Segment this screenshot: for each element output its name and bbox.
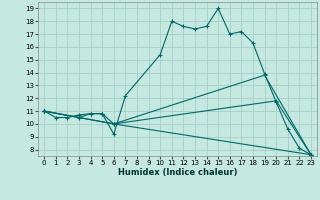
X-axis label: Humidex (Indice chaleur): Humidex (Indice chaleur) — [118, 168, 237, 177]
